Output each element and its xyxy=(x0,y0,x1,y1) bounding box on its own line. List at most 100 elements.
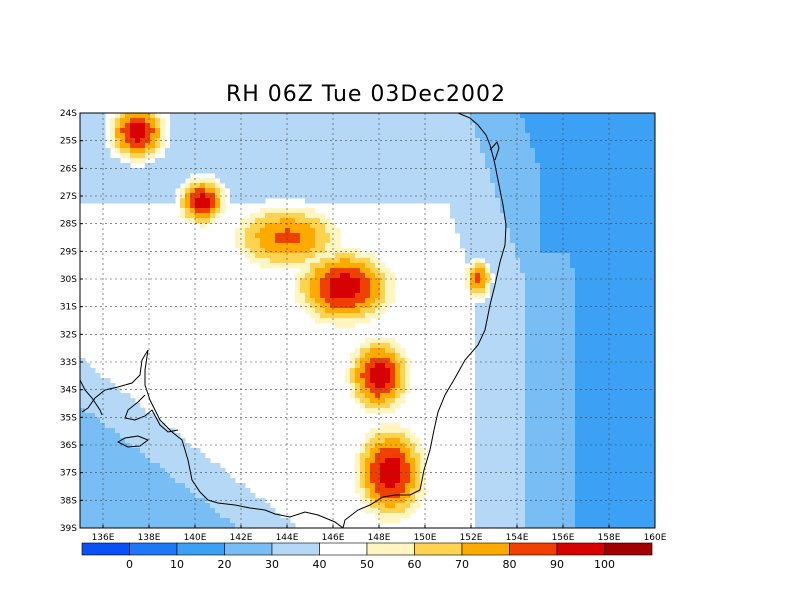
field-cell xyxy=(410,438,416,444)
field-cell xyxy=(470,293,476,299)
field-cell xyxy=(260,238,266,244)
field-cell xyxy=(320,158,326,164)
field-cell xyxy=(410,183,416,189)
field-cell xyxy=(490,323,496,329)
field-cell xyxy=(125,143,131,149)
field-cell xyxy=(240,168,246,174)
field-cell xyxy=(275,113,281,119)
field-cell xyxy=(545,213,551,219)
field-cell xyxy=(500,368,506,374)
field-cell xyxy=(535,238,541,244)
field-cell xyxy=(630,388,636,394)
field-cell xyxy=(585,203,591,209)
field-cell xyxy=(520,298,526,304)
field-cell xyxy=(345,278,351,284)
field-cell xyxy=(375,153,381,159)
field-cell xyxy=(475,248,481,254)
field-cell xyxy=(550,243,556,249)
field-cell xyxy=(85,398,91,404)
field-cell xyxy=(80,173,86,179)
field-cell xyxy=(635,188,641,194)
field-cell xyxy=(415,448,421,454)
field-cell xyxy=(280,183,286,189)
field-cell xyxy=(375,453,381,459)
field-cell xyxy=(615,398,621,404)
field-cell xyxy=(330,258,336,264)
field-cell xyxy=(570,283,576,289)
field-cell xyxy=(380,198,386,204)
field-cell xyxy=(550,248,556,254)
field-cell xyxy=(540,458,546,464)
field-cell xyxy=(200,198,206,204)
field-cell xyxy=(400,113,406,119)
field-cell xyxy=(120,433,126,439)
field-cell xyxy=(560,223,566,229)
field-cell xyxy=(100,158,106,164)
field-cell xyxy=(395,343,401,349)
field-cell xyxy=(370,458,376,464)
field-cell xyxy=(600,373,606,379)
field-cell xyxy=(645,183,651,189)
field-cell xyxy=(640,393,646,399)
field-cell xyxy=(650,123,655,129)
field-cell xyxy=(360,378,366,384)
field-cell xyxy=(480,203,486,209)
field-cell xyxy=(525,463,531,469)
field-cell xyxy=(140,138,146,144)
field-cell xyxy=(300,178,306,184)
field-cell xyxy=(520,373,526,379)
field-cell xyxy=(465,128,471,134)
field-cell xyxy=(485,463,491,469)
field-cell xyxy=(315,213,321,219)
field-cell xyxy=(615,223,621,229)
field-cell xyxy=(100,463,106,469)
field-cell xyxy=(375,178,381,184)
field-cell xyxy=(460,228,466,234)
field-cell xyxy=(495,373,501,379)
field-cell xyxy=(130,423,136,429)
field-cell xyxy=(530,238,536,244)
field-cell xyxy=(480,318,486,324)
field-cell xyxy=(80,153,86,159)
field-cell xyxy=(315,253,321,259)
field-cell xyxy=(245,218,251,224)
field-cell xyxy=(315,178,321,184)
field-cell xyxy=(315,163,321,169)
field-cell xyxy=(575,393,581,399)
field-cell xyxy=(100,153,106,159)
field-cell xyxy=(575,113,581,119)
field-cell xyxy=(575,263,581,269)
field-cell xyxy=(600,448,606,454)
field-cell xyxy=(585,453,591,459)
field-cell xyxy=(485,418,491,424)
field-cell xyxy=(650,163,655,169)
field-cell xyxy=(95,173,101,179)
field-cell xyxy=(325,268,331,274)
field-cell xyxy=(580,138,586,144)
humidity-field xyxy=(80,113,655,528)
field-cell xyxy=(365,153,371,159)
field-cell xyxy=(260,118,266,124)
field-cell xyxy=(550,388,556,394)
field-cell xyxy=(110,428,116,434)
field-cell xyxy=(480,428,486,434)
field-cell xyxy=(395,143,401,149)
field-cell xyxy=(590,233,596,239)
field-cell xyxy=(615,218,621,224)
field-cell xyxy=(500,348,506,354)
field-cell xyxy=(485,408,491,414)
field-cell xyxy=(390,368,396,374)
field-cell xyxy=(550,333,556,339)
field-cell xyxy=(495,298,501,304)
field-cell xyxy=(500,283,506,289)
field-cell xyxy=(545,418,551,424)
field-cell xyxy=(600,363,606,369)
field-cell xyxy=(445,148,451,154)
field-cell xyxy=(645,213,651,219)
field-cell xyxy=(420,163,426,169)
field-cell xyxy=(370,188,376,194)
field-cell xyxy=(650,353,655,359)
field-cell xyxy=(565,373,571,379)
field-cell xyxy=(525,403,531,409)
field-cell xyxy=(305,298,311,304)
